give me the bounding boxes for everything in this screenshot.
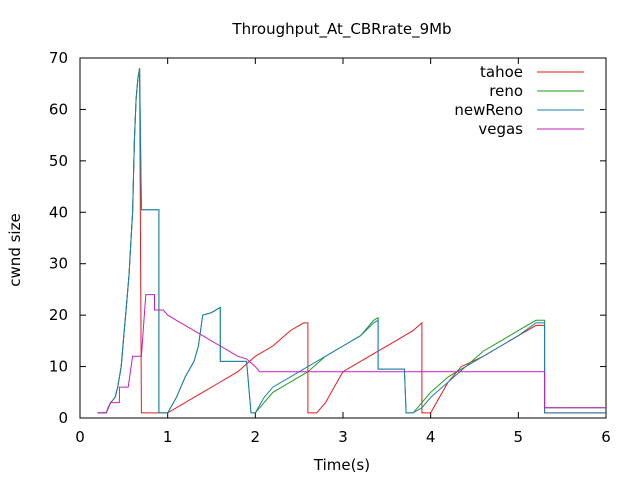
y-tick-label: 60 <box>49 100 68 118</box>
y-tick-label: 40 <box>49 203 68 221</box>
series-line-newreno <box>97 68 606 414</box>
x-tick-label: 4 <box>426 428 436 446</box>
y-tick-label: 0 <box>58 409 68 427</box>
x-tick-label: 1 <box>163 428 173 446</box>
y-axis-label: cwnd size <box>6 213 24 286</box>
y-tick-label: 10 <box>49 358 68 376</box>
x-tick-label: 3 <box>338 428 348 446</box>
series-group <box>97 68 606 414</box>
x-axis: 0 1 2 3 4 5 6 <box>75 58 611 446</box>
y-tick-label: 30 <box>49 255 68 273</box>
y-axis: 0 10 20 30 40 50 60 70 <box>49 49 606 427</box>
y-tick-label: 70 <box>49 49 68 67</box>
x-tick-label: 6 <box>601 428 611 446</box>
legend-label: vegas <box>478 120 523 138</box>
x-axis-label: Time(s) <box>313 456 370 474</box>
series-line-vegas <box>97 294 606 414</box>
legend-label: newReno <box>454 101 523 119</box>
legend-label: reno <box>489 82 523 100</box>
legend-label: tahoe <box>480 63 523 81</box>
chart-title: Throughput_At_CBRrate_9Mb <box>231 20 451 39</box>
series-line-reno <box>97 68 606 414</box>
y-tick-label: 50 <box>49 152 68 170</box>
x-tick-label: 2 <box>251 428 261 446</box>
x-tick-label: 0 <box>75 428 85 446</box>
x-tick-label: 5 <box>514 428 524 446</box>
series-line-tahoe <box>97 68 606 414</box>
y-tick-label: 20 <box>49 306 68 324</box>
